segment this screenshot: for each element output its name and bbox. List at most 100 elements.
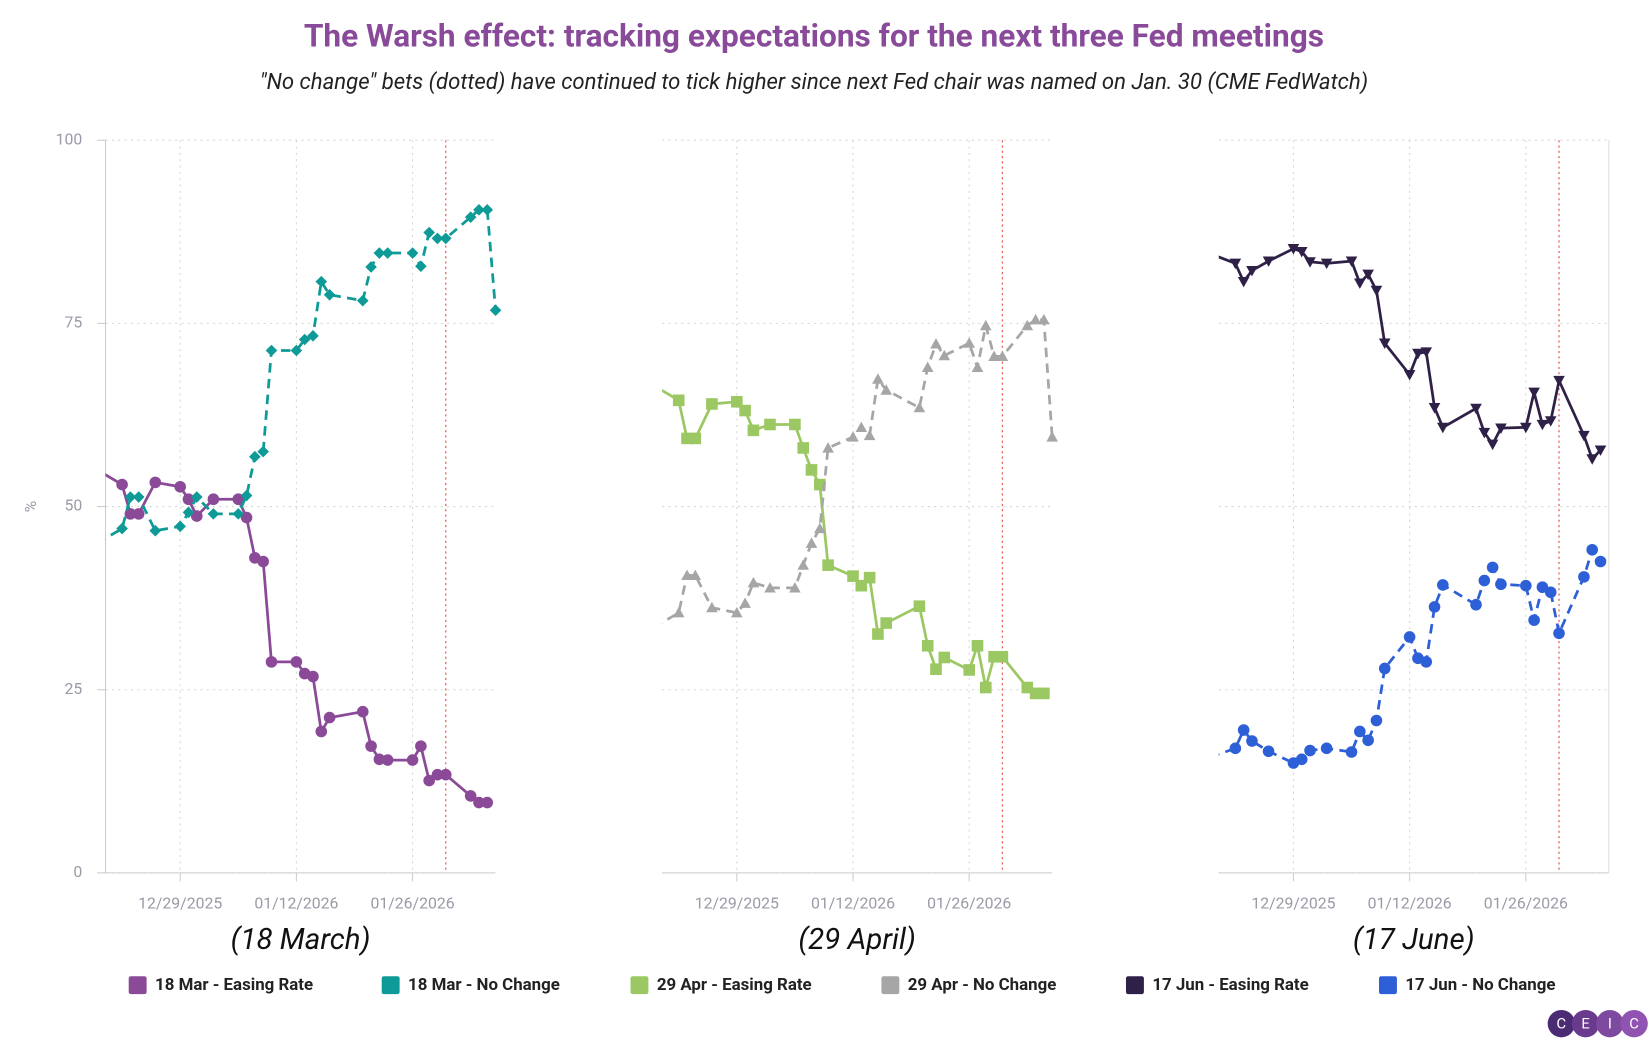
point — [1038, 687, 1050, 700]
point — [797, 559, 810, 570]
point — [1486, 561, 1499, 574]
point — [1520, 422, 1532, 434]
legend-swatch — [381, 976, 400, 995]
logo-letter: E — [1581, 1015, 1589, 1033]
series-line — [105, 473, 488, 804]
legend-swatch — [1378, 976, 1397, 995]
point — [930, 663, 942, 676]
point — [464, 211, 477, 223]
legend-swatch — [128, 976, 147, 995]
point — [921, 361, 934, 372]
x-tick-label: 01/26/2026 — [371, 894, 455, 913]
point — [481, 204, 494, 216]
point — [872, 373, 884, 384]
point — [356, 294, 369, 307]
point — [731, 606, 743, 618]
legend-label: 29 Apr - Easing Rate — [657, 975, 812, 995]
point — [1437, 579, 1449, 591]
point — [847, 431, 859, 442]
point — [290, 344, 303, 357]
point — [814, 522, 826, 534]
point — [489, 304, 502, 316]
point — [1594, 555, 1607, 568]
point — [1544, 586, 1557, 599]
point — [1520, 579, 1532, 592]
point — [182, 493, 195, 506]
logo-letter: C — [1629, 1015, 1639, 1033]
point — [1594, 445, 1607, 456]
point — [1420, 347, 1433, 358]
point — [1536, 581, 1549, 593]
point — [963, 664, 975, 676]
point — [814, 478, 826, 491]
point — [1046, 431, 1058, 442]
point — [822, 442, 834, 453]
point — [1553, 627, 1565, 640]
point — [381, 754, 394, 766]
point — [1362, 269, 1374, 281]
point — [930, 338, 942, 349]
point — [1428, 601, 1441, 613]
point — [116, 522, 128, 535]
point — [988, 350, 1000, 361]
plot — [648, 313, 1058, 700]
point — [481, 796, 494, 809]
point — [706, 398, 718, 410]
point — [265, 344, 278, 357]
point — [863, 429, 876, 441]
legend: 18 Mar - Easing Rate 18 Mar - No Change 29… — [128, 975, 1556, 995]
point — [439, 768, 452, 781]
point — [423, 774, 435, 787]
point — [648, 380, 660, 392]
panel: 12/29/2025 01/12/2026 01/26/2026 (17 June) — [1205, 139, 1610, 957]
point — [988, 650, 1000, 663]
logo-circle — [1596, 1009, 1624, 1038]
point — [1470, 403, 1482, 415]
point — [257, 555, 269, 568]
point — [1038, 313, 1050, 325]
point — [1544, 416, 1557, 427]
point — [913, 600, 926, 612]
point — [789, 418, 801, 431]
point — [996, 650, 1009, 663]
point — [1437, 422, 1449, 434]
point — [307, 670, 319, 683]
point — [1428, 403, 1441, 414]
point — [681, 569, 693, 581]
point — [1370, 714, 1383, 727]
point — [1528, 387, 1540, 399]
point — [1205, 751, 1217, 763]
panels: 0 25 50 75 100 12/29/2025 01/12/2026 01/26/2026… — [21, 129, 1610, 957]
point — [1029, 687, 1042, 700]
point — [1378, 662, 1391, 675]
point — [124, 508, 137, 520]
panel: 0 25 50 75 100 12/29/2025 01/12/2026 01/26/2026… — [21, 129, 502, 957]
logo-circle — [1620, 1009, 1648, 1038]
point — [689, 432, 702, 445]
legend-swatch — [881, 976, 900, 995]
point — [789, 582, 801, 593]
point — [938, 651, 951, 664]
logo-letter: I — [1608, 1015, 1612, 1033]
point — [1370, 285, 1383, 297]
point — [1205, 249, 1217, 259]
point — [232, 493, 245, 506]
point — [1354, 725, 1366, 738]
point — [1295, 753, 1308, 766]
point — [1412, 348, 1424, 360]
point — [149, 524, 162, 537]
plot — [105, 204, 502, 809]
point — [1528, 614, 1540, 626]
series-line — [105, 208, 497, 540]
point — [1029, 313, 1042, 325]
point — [182, 506, 195, 519]
point — [1021, 681, 1034, 694]
point — [1536, 419, 1549, 431]
x-tick-label: 12/29/2025 — [1251, 894, 1335, 913]
point — [1586, 543, 1599, 556]
y-tick-label: 100 — [56, 129, 83, 148]
point — [797, 442, 810, 454]
point — [365, 261, 377, 273]
point — [207, 493, 220, 506]
